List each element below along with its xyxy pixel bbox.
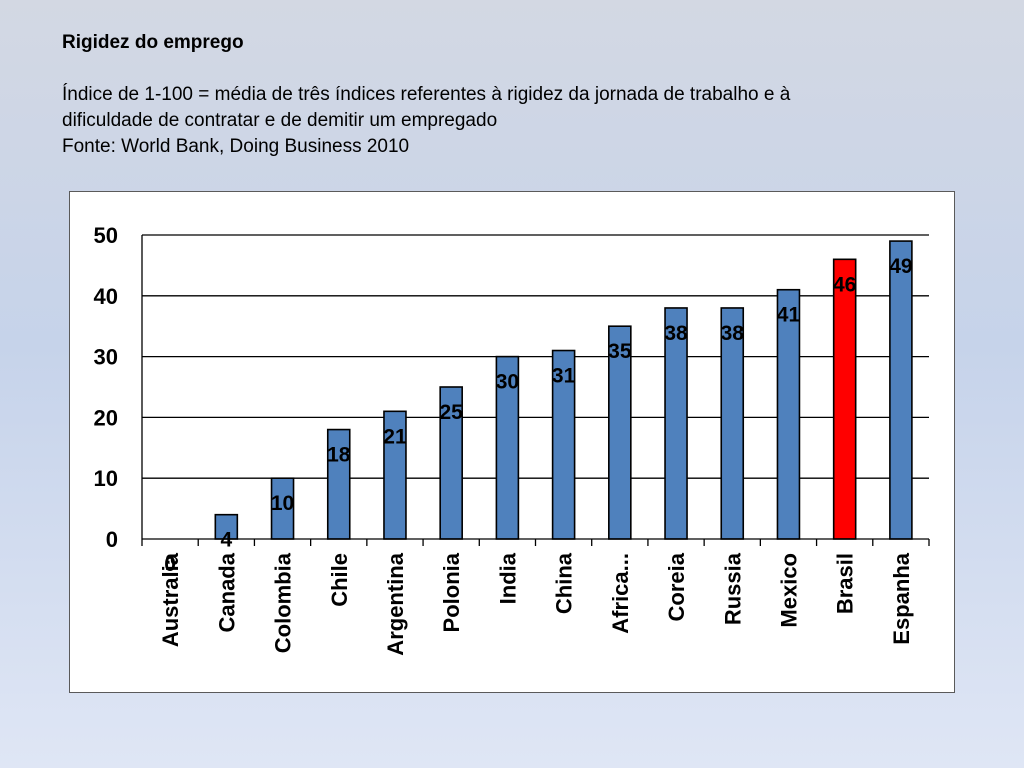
- data-label-mexico: 41: [777, 304, 801, 327]
- y-tick-label-50: 50: [94, 223, 118, 248]
- y-tick-label-30: 30: [94, 345, 118, 370]
- y-tick-label-40: 40: [94, 284, 118, 309]
- data-label-brasil: 46: [833, 273, 856, 296]
- x-tick-label-argentina: Argentina: [383, 552, 408, 655]
- data-label-india: 30: [496, 371, 519, 394]
- x-tick-label-africa: Africa...: [608, 553, 633, 634]
- data-label-canada: 4: [220, 529, 232, 552]
- x-tick-label-brasil: Brasil: [833, 553, 858, 614]
- source-line: Fonte: World Bank, Doing Business 2010: [62, 136, 410, 157]
- y-tick-label-10: 10: [94, 466, 118, 491]
- slide-description: Índice de 1-100 = média de três índices …: [62, 82, 962, 160]
- description-line-2: dificuldade de contratar e de demitir um…: [62, 110, 498, 131]
- y-tick-label-20: 20: [94, 405, 118, 430]
- slide-title: Rigidez do emprego: [62, 32, 244, 53]
- data-label-china: 31: [552, 365, 576, 388]
- bar-mexico: [776, 288, 801, 540]
- x-tick-label-china: China: [552, 552, 577, 614]
- data-label-colombia: 10: [271, 492, 294, 515]
- y-axis-ticks: 0 10 20 30 40 50: [94, 223, 118, 552]
- x-axis-ticks: Australia Canada Colombia Chile Argentina Pol…: [158, 552, 914, 655]
- data-label-polonia: 25: [439, 401, 463, 424]
- y-tick-label-0: 0: [106, 527, 118, 552]
- data-labels: 0 4 10 18 21 25 30 31 35 38 38 41 46 49: [164, 255, 912, 576]
- bar-espanha: [889, 240, 913, 540]
- data-label-chile: 18: [327, 444, 351, 467]
- data-label-australia: 0: [164, 553, 176, 576]
- data-label-africa: 35: [608, 340, 632, 363]
- grid-lines: [142, 234, 929, 479]
- x-tick-label-canada: Canada: [214, 552, 239, 632]
- x-tick-label-coreia: Coreia: [664, 552, 689, 621]
- x-tick-label-colombia: Colombia: [271, 552, 296, 653]
- data-label-espanha: 49: [889, 255, 912, 278]
- bar-chart: 0 10 20 30 40 50 0 4 10 18 21 25 30 31 35 38 38 41 46 49 A…: [94, 223, 930, 656]
- x-tick-label-india: India: [495, 552, 520, 604]
- bars: [214, 240, 913, 540]
- data-label-coreia: 38: [664, 322, 688, 345]
- bar-brasil: [832, 258, 857, 540]
- x-tick-label-chile: Chile: [327, 553, 352, 607]
- x-tick-label-russia: Russia: [720, 552, 745, 625]
- x-tick-label-australia: Australia: [158, 552, 183, 647]
- data-label-argentina: 21: [383, 425, 407, 448]
- chart-frame: 0 10 20 30 40 50 0 4 10 18 21 25 30 31 35 38 38 41 46 49 A…: [69, 191, 955, 693]
- axes: [141, 235, 930, 546]
- data-label-russia: 38: [721, 322, 745, 345]
- x-tick-label-mexico: Mexico: [776, 553, 801, 628]
- x-tick-label-espanha: Espanha: [889, 552, 914, 644]
- description-line-1: Índice de 1-100 = média de três índices …: [62, 84, 791, 105]
- x-tick-label-polonia: Polonia: [439, 552, 464, 632]
